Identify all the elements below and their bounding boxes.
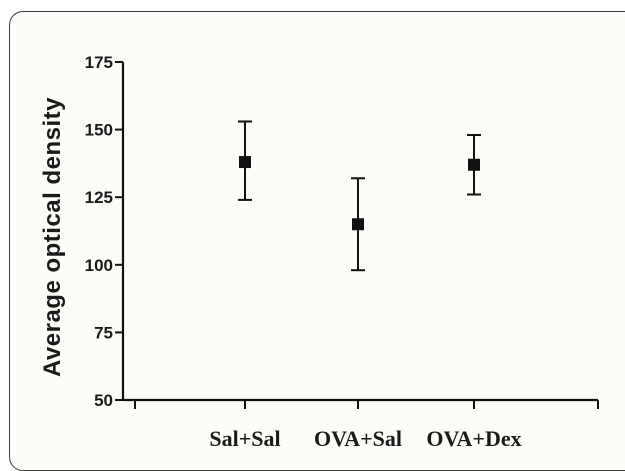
axes: 50 75 100 125 150 175 Sal+Sal OVA+Sal OVA+Dex [85, 53, 599, 451]
data-point [352, 218, 364, 231]
data-point-group [467, 134, 481, 196]
y-axis-title: Average optical density [39, 97, 66, 377]
y-tick-label: 50 [94, 391, 113, 410]
y-tick-label: 125 [85, 188, 113, 207]
y-tick-label: 150 [85, 121, 113, 140]
data-point-group [351, 177, 365, 272]
x-category-label: OVA+Dex [426, 426, 521, 451]
y-tick-label: 75 [94, 323, 113, 342]
figure-frame [9, 11, 625, 471]
chart: 50 75 100 125 150 175 Sal+Sal OVA+Sal OVA+Dex Av… [39, 53, 599, 451]
data-point [468, 158, 480, 171]
x-category-label: Sal+Sal [209, 426, 280, 451]
y-tick-label: 175 [85, 53, 113, 72]
data-point [239, 156, 251, 169]
x-category-label: OVA+Sal [314, 426, 402, 451]
marks [238, 120, 481, 272]
y-tick-label: 100 [85, 256, 113, 275]
data-point-group [238, 120, 252, 201]
